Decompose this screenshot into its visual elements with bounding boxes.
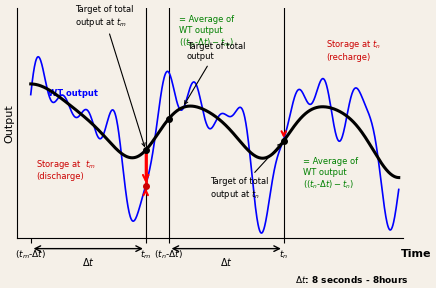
Text: WT output: WT output [48,89,98,98]
Text: Time: Time [401,249,432,259]
Text: $\Delta t$: $\Delta t$ [220,256,233,268]
Text: Storage at  $t_m$
(discharge): Storage at $t_m$ (discharge) [36,158,96,181]
Text: Storage at $t_n$
(recharge): Storage at $t_n$ (recharge) [326,38,381,62]
Text: = Average of
WT output
$((t_n$-$\Delta t) - t_n)$: = Average of WT output $((t_n$-$\Delta t… [303,157,358,191]
Text: Target of total
output at $t_m$: Target of total output at $t_m$ [75,5,145,146]
Text: Target of total
output: Target of total output [184,42,245,104]
Text: $\Delta t$: 8 seconds - 8hours: $\Delta t$: 8 seconds - 8hours [295,274,409,285]
Text: $\Delta t$: $\Delta t$ [82,256,95,268]
Text: Target of total
output at $t_n$: Target of total output at $t_n$ [210,144,281,201]
Text: = Average of
WT output
$((t_m$-$\Delta t) - t_m)$: = Average of WT output $((t_m$-$\Delta t… [179,15,235,49]
Y-axis label: Output: Output [4,104,14,143]
